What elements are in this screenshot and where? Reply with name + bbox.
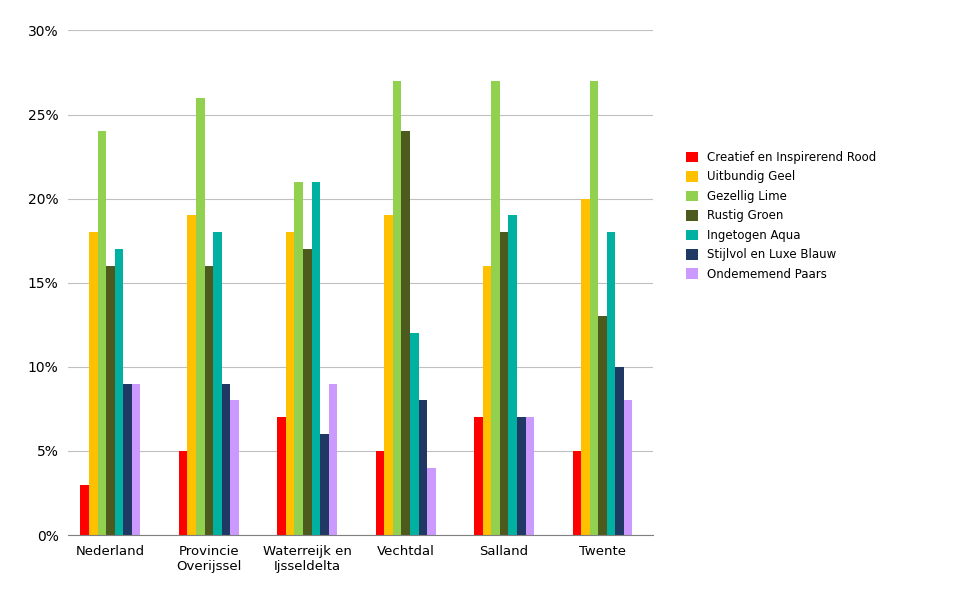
Bar — [205, 266, 214, 535]
Bar — [474, 417, 483, 535]
Legend: Creatief en Inspirerend Rood, Uitbundig Geel, Gezellig Lime, Rustig Groen, Inget: Creatief en Inspirerend Rood, Uitbundig … — [682, 147, 880, 285]
Bar — [590, 81, 599, 535]
Bar — [115, 249, 123, 535]
Bar — [214, 232, 221, 535]
Bar — [303, 249, 312, 535]
Bar — [508, 215, 517, 535]
Bar — [384, 215, 393, 535]
Bar — [427, 468, 436, 535]
Bar — [500, 232, 508, 535]
Bar — [230, 401, 239, 535]
Bar — [132, 384, 140, 535]
Bar — [491, 81, 500, 535]
Bar — [286, 232, 294, 535]
Bar — [526, 417, 534, 535]
Bar — [483, 266, 491, 535]
Bar — [81, 485, 89, 535]
Bar — [624, 401, 633, 535]
Bar — [89, 232, 98, 535]
Bar — [187, 215, 196, 535]
Bar — [196, 98, 205, 535]
Bar — [606, 232, 615, 535]
Bar — [294, 182, 303, 535]
Bar — [410, 333, 418, 535]
Bar — [517, 417, 526, 535]
Bar — [277, 417, 286, 535]
Bar — [581, 199, 590, 535]
Bar — [572, 451, 581, 535]
Bar — [402, 131, 410, 535]
Bar — [375, 451, 384, 535]
Bar — [312, 182, 320, 535]
Bar — [106, 266, 115, 535]
Bar — [178, 451, 187, 535]
Bar — [393, 81, 402, 535]
Bar — [98, 131, 106, 535]
Bar — [123, 384, 132, 535]
Bar — [329, 384, 337, 535]
Bar — [418, 401, 427, 535]
Bar — [615, 367, 624, 535]
Bar — [320, 434, 329, 535]
Bar — [221, 384, 230, 535]
Bar — [599, 316, 606, 535]
